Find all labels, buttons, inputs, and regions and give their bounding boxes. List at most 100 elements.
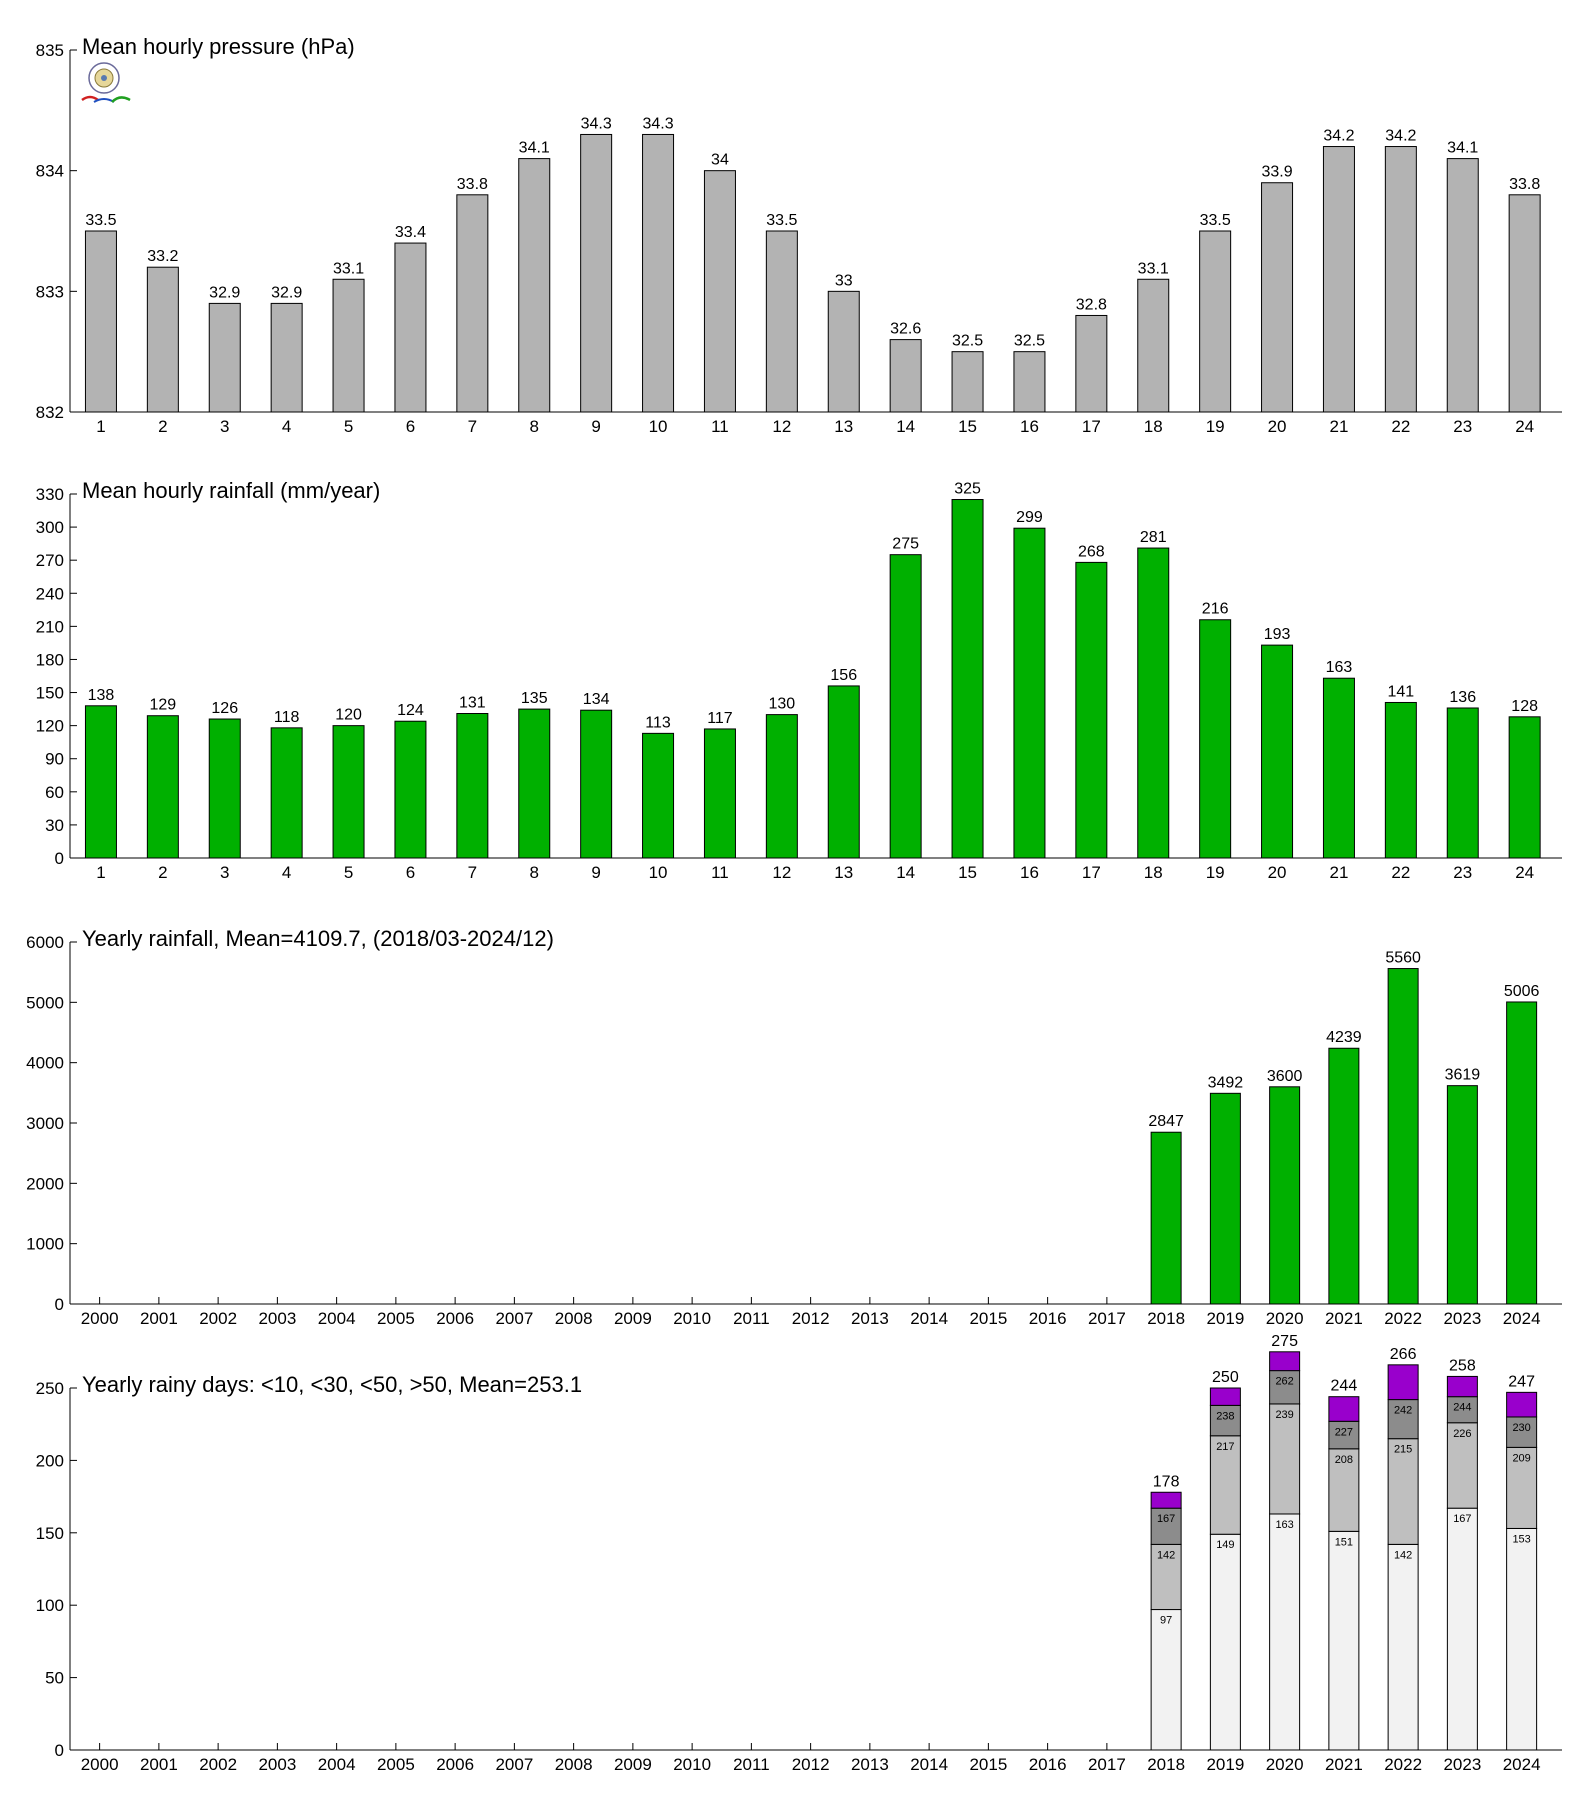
data-label: 130: [768, 696, 795, 713]
y-tick-label: 1000: [26, 1235, 64, 1254]
x-tick-label: 6: [406, 417, 415, 436]
data-label: 32.8: [1076, 296, 1107, 313]
logo-seal-center: [101, 75, 107, 81]
x-tick-label: 7: [468, 863, 477, 882]
x-tick-label: 7: [468, 417, 477, 436]
data-label: 134: [583, 691, 610, 708]
x-tick-label: 2021: [1325, 1755, 1363, 1774]
bar: [208, 718, 241, 859]
bar-segment: [1150, 1609, 1182, 1751]
bar-segment: [1209, 1387, 1241, 1406]
bar: [1508, 716, 1541, 859]
x-tick-label: 18: [1144, 417, 1163, 436]
segment-label: 227: [1335, 1426, 1353, 1438]
data-label: 135: [521, 690, 548, 707]
data-label: 266: [1390, 1346, 1417, 1363]
data-label: 281: [1140, 529, 1167, 546]
data-label: 244: [1331, 1378, 1358, 1395]
x-tick-label: 2017: [1088, 1755, 1126, 1774]
data-label: 216: [1202, 601, 1229, 618]
data-label: 33.8: [457, 176, 488, 193]
x-tick-label: 2002: [199, 1309, 237, 1328]
data-label: 34.1: [519, 140, 550, 157]
segment-label: 244: [1453, 1402, 1471, 1414]
bar: [1322, 146, 1355, 413]
bar: [1261, 644, 1294, 859]
bar: [827, 290, 860, 413]
bar-segment: [1387, 1438, 1419, 1545]
data-label: 5006: [1504, 983, 1540, 1000]
data-label: 193: [1264, 626, 1291, 643]
data-label: 275: [892, 536, 919, 553]
x-tick-label: 2009: [614, 1755, 652, 1774]
data-label: 126: [211, 700, 238, 717]
segment-label: 209: [1512, 1452, 1530, 1464]
bar: [1075, 314, 1108, 413]
bar: [1137, 278, 1170, 413]
bar: [1508, 194, 1541, 413]
x-tick-label: 2022: [1384, 1755, 1422, 1774]
segment-label: 262: [1275, 1376, 1293, 1388]
lab-logo: [81, 62, 131, 103]
segment-label: 153: [1512, 1533, 1530, 1545]
bar: [1387, 968, 1419, 1305]
bar-segment: [1269, 1351, 1301, 1372]
y-tick-label: 30: [45, 816, 64, 835]
bar: [827, 685, 860, 859]
x-tick-label: 12: [772, 863, 791, 882]
data-label: 141: [1387, 683, 1414, 700]
x-tick-label: 10: [649, 863, 668, 882]
data-label: 33.5: [1200, 212, 1231, 229]
x-tick-label: 6: [406, 863, 415, 882]
bar: [1506, 1001, 1538, 1305]
y-tick-label: 120: [36, 717, 64, 736]
chart-title: Yearly rainfall, Mean=4109.7, (2018/03-2…: [82, 926, 554, 951]
data-label: 113: [645, 714, 671, 731]
x-tick-label: 20: [1268, 417, 1287, 436]
segment-label: 226: [1453, 1428, 1471, 1440]
y-tick-label: 0: [55, 1741, 64, 1760]
y-tick-label: 834: [36, 162, 64, 181]
x-tick-label: 2024: [1503, 1309, 1541, 1328]
bar-segment: [1150, 1491, 1182, 1509]
y-tick-label: 300: [36, 518, 64, 537]
y-tick-label: 6000: [26, 933, 64, 952]
bar-segment: [1269, 1513, 1301, 1751]
segment-label: 167: [1453, 1513, 1471, 1525]
x-tick-label: 2013: [851, 1755, 889, 1774]
x-tick-label: 11: [711, 863, 729, 882]
x-tick-label: 2011: [733, 1309, 770, 1328]
x-tick-label: 22: [1391, 863, 1410, 882]
bar-segment: [1446, 1375, 1478, 1398]
y-tick-label: 835: [36, 41, 64, 60]
x-tick-label: 5: [344, 863, 353, 882]
x-tick-label: 2014: [910, 1309, 948, 1328]
chart-title: Mean hourly pressure (hPa): [82, 34, 355, 59]
x-tick-label: 5: [344, 417, 353, 436]
data-label: 250: [1212, 1369, 1239, 1386]
x-tick-label: 24: [1515, 417, 1534, 436]
bar-segment: [1506, 1527, 1538, 1751]
x-tick-label: 17: [1082, 863, 1101, 882]
bar: [394, 720, 427, 859]
bar: [642, 732, 675, 859]
segment-label: 242: [1394, 1405, 1412, 1417]
x-tick-label: 15: [958, 417, 977, 436]
bar: [1384, 146, 1417, 413]
segment-label: 149: [1216, 1539, 1234, 1551]
x-tick-label: 24: [1515, 863, 1534, 882]
data-label: 32.9: [209, 284, 240, 301]
bar: [456, 194, 489, 413]
bar-segment: [1269, 1403, 1301, 1515]
x-tick-label: 10: [649, 417, 668, 436]
y-tick-label: 832: [36, 403, 64, 422]
y-tick-label: 50: [45, 1669, 64, 1688]
x-tick-label: 2017: [1088, 1309, 1126, 1328]
bar-segment: [1209, 1435, 1241, 1535]
x-tick-label: 2011: [733, 1755, 770, 1774]
x-tick-label: 3: [220, 417, 229, 436]
data-label: 247: [1508, 1373, 1535, 1390]
data-label: 120: [335, 707, 362, 724]
x-tick-label: 20: [1268, 863, 1287, 882]
